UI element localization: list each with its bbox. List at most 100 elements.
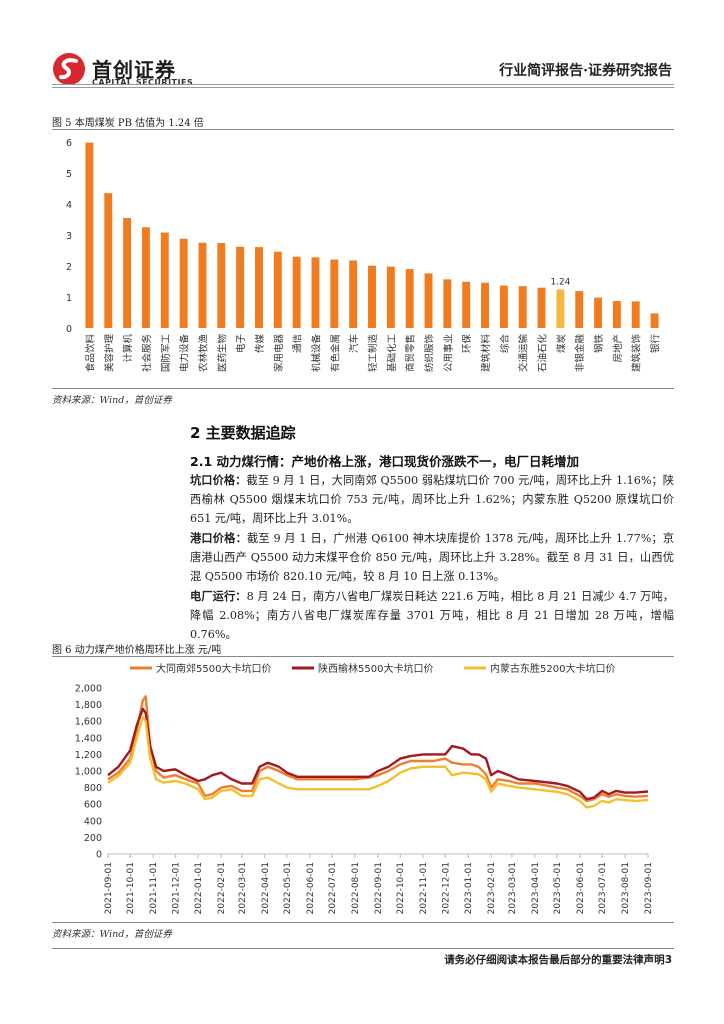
y-tick-label: 200 [84,833,102,844]
x-tick-label: 2023-03-01 [508,862,518,914]
paragraph-label: 坑口价格： [190,473,247,487]
bar [217,243,226,328]
bar [631,301,640,328]
x-tick-label: 2022-06-01 [306,862,316,914]
bar [123,217,132,328]
figure5-title-rule [52,129,674,130]
x-tick-label: 2022-09-01 [374,862,384,914]
bar [537,287,546,328]
coal-price-line-chart: 大同南郊5500大卡坑口价 陕西榆林5500大卡坑口价 内蒙古东胜5200大卡坑口价… [75,662,654,914]
figure6-source-rule [52,922,674,923]
series-line [107,707,649,801]
x-tick-label: 2023-09-01 [644,862,654,914]
y-tick-label: 6 [66,138,72,149]
x-tick-label: 2023-05-01 [553,862,563,914]
pb-valuation-bar-chart: 0 1 2 3 4 5 6 食品饮料 美容护理 计算机 社会服务 国防军工 电力设备 农林牧渔 医药生物 电子… [66,138,662,373]
y-tick-label: 1,400 [75,733,102,744]
x-tick-label: 轻工制造 [367,334,379,373]
figure5-source: 资料来源：Wind，首创证券 [52,395,172,406]
x-tick-label: 2022-03-01 [238,862,248,914]
x-tick-label: 商贸零售 [405,334,417,372]
x-tick-label: 国防军工 [160,334,172,373]
x-tick-label: 纺织服饰 [424,334,436,372]
x-tick-label: 2023-07-01 [598,862,608,914]
series-line [107,695,649,803]
section-heading: 2 主要数据追踪 [190,424,296,442]
legend-label: 陕西榆林5500大卡坑口价 [318,662,433,675]
x-tick-label: 综合 [499,334,511,354]
y-tick-label: 2 [66,262,72,273]
series-line [107,715,649,809]
x-tick-label: 美容护理 [103,334,115,373]
bar [330,259,339,328]
x-tick-label: 2022-08-01 [351,862,361,914]
bar [499,285,508,328]
bar [443,279,452,328]
figure6-title-rule [52,656,674,657]
x-tick-label: 2022-12-01 [441,862,451,914]
x-tick-label: 煤炭 [555,334,567,354]
x-tick-label: 机械设备 [310,334,322,373]
y-tick-label: 2,000 [75,684,102,695]
bar [481,282,489,328]
paragraph-label: 电厂运行： [190,589,247,603]
legend-label: 内蒙古东胜5200大卡坑口价 [490,662,615,675]
figure5-source-rule [52,388,674,389]
figure6-source: 资料来源：Wind，首创证券 [52,929,172,940]
bar [273,251,282,328]
x-tick-label: 建筑材料 [480,334,492,373]
bar [292,256,301,328]
y-tick-label: 4 [66,200,72,211]
bar [386,266,395,328]
x-tick-label: 医药生物 [216,334,228,373]
bar [462,281,471,328]
bar [368,265,376,328]
bar [405,269,414,328]
paragraph-pithead-price: 坑口价格：截至 9 月 1 日，大同南郊 Q5500 弱粘煤坑口价 700 元/… [190,471,674,528]
x-tick-label: 农林牧渔 [197,334,209,373]
data-label: 1.24 [550,278,570,288]
x-tick-label: 2023-06-01 [576,862,586,914]
x-tick-label: 2022-02-01 [217,862,227,914]
x-tick-label: 石油石化 [537,334,549,373]
figure6-title-text: 图 6 动力煤产地价格周环比上涨 [52,645,195,656]
report-type-title: 行业简评报告·证券研究报告 [499,63,672,79]
x-tick-label: 交通运输 [518,334,530,373]
footer-disclaimer-text: 请务必仔细阅读本报告最后部分的重要法律声明 [444,954,665,966]
bar [160,232,169,328]
bar [349,260,358,328]
x-tick-label: 通信 [292,334,304,353]
x-tick-label: 2021-11-01 [149,862,159,914]
x-tick-label: 2022-07-01 [328,862,338,914]
subsection-heading: 2.1 动力煤行情：产地价格上涨，港口现货价涨跌不一，电厂日耗增加 [190,454,579,469]
y-tick-label: 1 [66,293,72,304]
company-name-en: CAPITAL SECURITIES [92,78,194,87]
x-tick-label: 2021-12-01 [171,862,181,914]
y-tick-label: 5 [66,169,72,180]
x-tick-label: 传媒 [254,334,266,354]
bar [198,242,207,328]
bar [575,291,584,328]
x-tick-label: 2021-10-01 [126,862,136,914]
x-tick-label: 非银金融 [574,334,586,373]
page-number: 3 [664,954,672,966]
y-tick-label: 3 [66,231,72,242]
x-tick-label: 有色金属 [329,334,341,372]
paragraph-port-price: 港口价格：截至 9 月 1 日，广州港 Q6100 神木块库提价 1378 元/… [190,529,674,586]
x-tick-label: 2022-10-01 [396,862,406,914]
bar [556,289,565,328]
x-tick-label: 建筑装饰 [631,334,643,372]
y-tick-label: 1,600 [75,717,102,728]
y-tick-label: 400 [84,816,102,827]
bar [179,238,188,328]
x-tick-label: 2022-01-01 [194,862,204,914]
paragraph-label: 港口价格： [190,531,247,545]
bar [141,227,150,328]
bar [255,247,263,328]
company-name-cn: 首创证券 [92,58,176,82]
paragraph-text: 截至 9 月 1 日，大同南郊 Q5500 弱粘煤坑口价 700 元/吨，周环比… [190,474,674,525]
bar [650,313,659,328]
x-tick-label: 家用电器 [273,334,285,373]
header-divider [52,84,674,85]
x-tick-label: 2022-04-01 [261,862,271,914]
